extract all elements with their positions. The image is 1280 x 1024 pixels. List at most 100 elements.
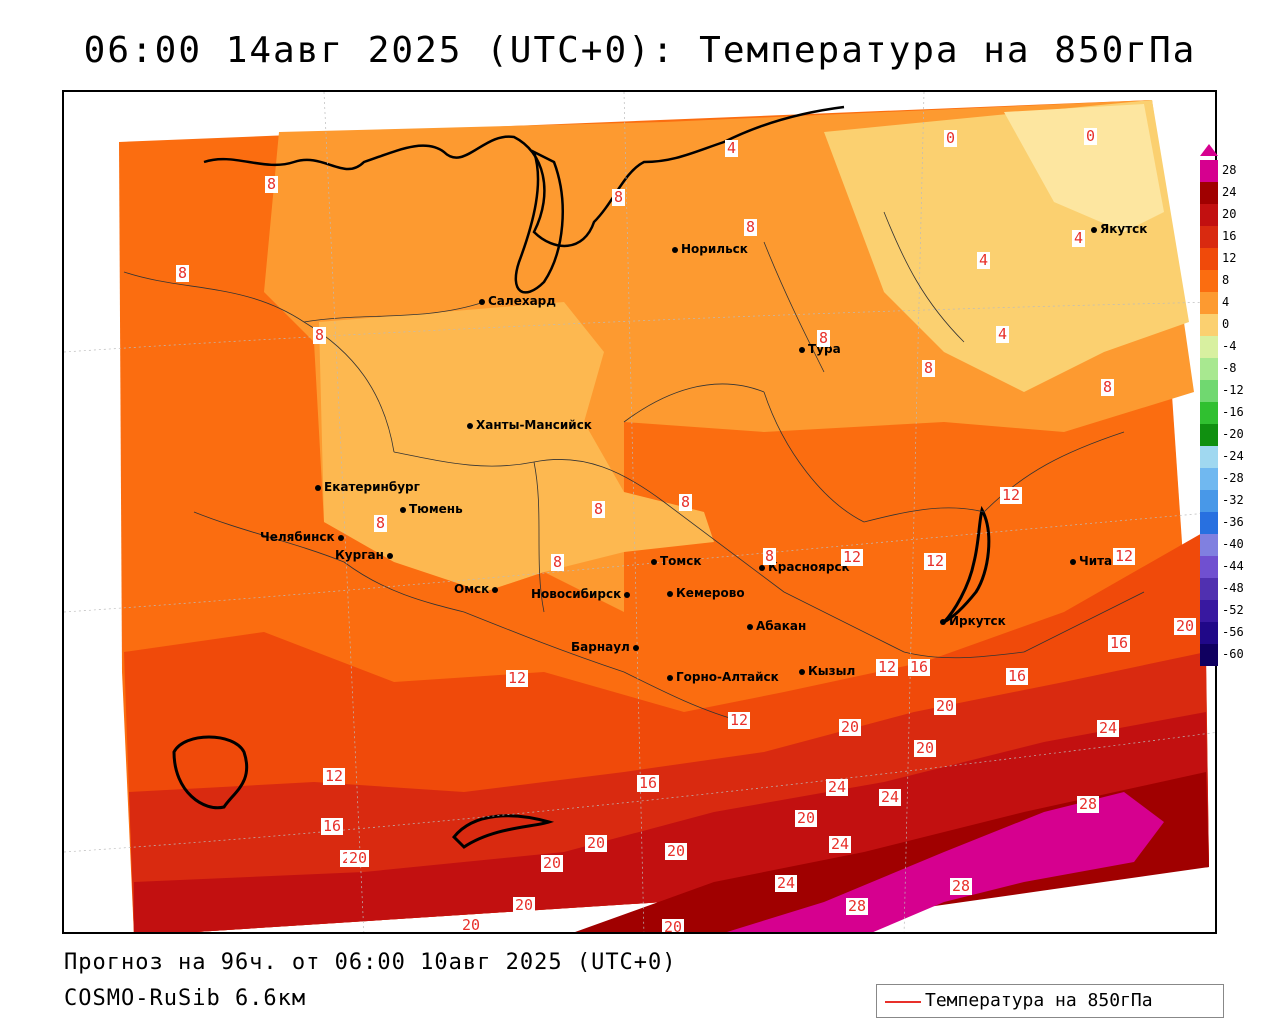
city-omsk: Омск xyxy=(454,582,501,596)
colorbar-segment xyxy=(1200,556,1218,578)
contour-label: 20 xyxy=(662,918,685,934)
contour-label: 12 xyxy=(841,548,864,566)
city-marker-icon xyxy=(467,422,473,429)
contour-label: 12 xyxy=(1000,486,1023,504)
colorbar-tick-label: -56 xyxy=(1222,625,1244,639)
model-info: COSMO-RuSib 6.6км xyxy=(64,986,307,1011)
colorbar xyxy=(1200,160,1218,666)
colorbar-top-arrow-icon xyxy=(1200,144,1218,156)
contour-label: 20 xyxy=(1174,617,1197,635)
temperature-map[interactable]: Норильск Салехард Якутск Тура Ханты-Манс… xyxy=(62,90,1217,934)
temp-zone-4-8-west xyxy=(319,302,714,592)
contour-label: 20 xyxy=(513,896,536,914)
colorbar-segment xyxy=(1200,314,1218,336)
contour-label: 28 xyxy=(846,897,869,915)
city-marker-icon xyxy=(386,552,393,559)
city-krasnoyarsk: Красноярск xyxy=(759,560,850,574)
contour-label: 20 xyxy=(665,842,688,860)
contour-label: 12 xyxy=(323,767,346,785)
contour-label: 0 xyxy=(1084,127,1098,145)
city-marker-icon xyxy=(667,674,673,681)
city-abakan: Абакан xyxy=(747,619,806,633)
contour-label: 8 xyxy=(374,514,388,532)
city-marker-icon xyxy=(759,564,765,571)
contour-label: 8 xyxy=(551,553,565,571)
city-khanty-mansiysk: Ханты-Мансийск xyxy=(467,418,592,432)
arctic-coastline xyxy=(203,105,845,248)
city-tura: Тура xyxy=(799,342,841,356)
contour-label: 20 xyxy=(585,834,608,852)
contour-label: 20 xyxy=(839,718,862,736)
contour-label: 12 xyxy=(728,711,751,729)
map-title: 06:00 14авг 2025 (UTC+0): Температура на… xyxy=(83,30,1197,71)
colorbar-segment xyxy=(1200,160,1218,182)
colorbar-segment xyxy=(1200,380,1218,402)
contour-label: 12 xyxy=(924,552,947,570)
colorbar-segment xyxy=(1200,226,1218,248)
city-marker-icon xyxy=(400,506,406,513)
contour-label: 12 xyxy=(876,658,899,676)
city-salekhard: Салехард xyxy=(479,294,556,308)
city-marker-icon xyxy=(799,346,805,353)
balkhash-outline xyxy=(451,814,555,849)
colorbar-tick-label: -28 xyxy=(1222,471,1244,485)
colorbar-segment xyxy=(1200,622,1218,644)
city-gorno-altaysk: Горно-Алтайск xyxy=(667,670,779,684)
line-legend: Температура на 850гПа xyxy=(876,984,1224,1018)
contour-label: 8 xyxy=(612,188,626,206)
city-marker-icon xyxy=(651,558,657,565)
city-novosibirsk: Новосибирск xyxy=(531,587,633,601)
colorbar-tick-label: -48 xyxy=(1222,581,1244,595)
colorbar-segment xyxy=(1200,248,1218,270)
city-irkutsk: Иркутск xyxy=(940,614,1006,628)
colorbar-segment xyxy=(1200,292,1218,314)
colorbar-segment xyxy=(1200,644,1218,666)
forecast-info: Прогноз на 96ч. от 06:00 10авг 2025 (UTC… xyxy=(64,950,677,975)
map-canvas xyxy=(64,92,1215,932)
city-barnaul: Барнаул xyxy=(571,640,642,654)
contour-label: 12 xyxy=(1113,547,1136,565)
city-tomsk: Томск xyxy=(651,554,702,568)
colorbar-tick-label: -4 xyxy=(1222,339,1237,353)
city-marker-icon xyxy=(799,668,805,675)
city-marker-icon xyxy=(337,534,344,541)
contour-label: 8 xyxy=(817,329,831,347)
city-marker-icon xyxy=(1091,226,1097,233)
contour-label: 8 xyxy=(763,547,777,565)
yamal-peninsula xyxy=(514,149,564,294)
contour-label: 8 xyxy=(313,326,327,344)
colorbar-tick-label: -24 xyxy=(1222,449,1244,463)
contour-label: 28 xyxy=(1077,795,1100,813)
colorbar-tick-label: -12 xyxy=(1222,383,1244,397)
city-kurgan: Курган xyxy=(335,548,396,562)
colorbar-tick-label: -32 xyxy=(1222,493,1244,507)
colorbar-segment xyxy=(1200,182,1218,204)
city-norilsk: Норильск xyxy=(672,242,748,256)
contour-label: 28 xyxy=(950,877,973,895)
contour-label: 12 xyxy=(506,669,529,687)
city-marker-icon xyxy=(492,586,499,593)
city-chelyabinsk: Челябинск xyxy=(260,530,347,544)
contour-label: 20 xyxy=(914,739,937,757)
colorbar-tick-label: -8 xyxy=(1222,361,1237,375)
contour-label: 8 xyxy=(922,359,936,377)
contour-label: 8 xyxy=(1101,378,1115,396)
region-borders xyxy=(123,211,1145,723)
contour-label: 8 xyxy=(176,264,190,282)
colorbar-segment xyxy=(1200,402,1218,424)
graticule xyxy=(64,92,1215,932)
contour-label: 16 xyxy=(321,817,344,835)
colorbar-tick-label: -16 xyxy=(1222,405,1244,419)
colorbar-segment xyxy=(1200,490,1218,512)
colorbar-segment xyxy=(1200,468,1218,490)
city-kyzyl: Кызыл xyxy=(799,664,855,678)
city-tyumen: Тюмень xyxy=(400,502,463,516)
colorbar-segment xyxy=(1200,600,1218,622)
contour-label: 16 xyxy=(637,774,660,792)
colorbar-tick-label: -52 xyxy=(1222,603,1244,617)
colorbar-segment xyxy=(1200,424,1218,446)
city-marker-icon xyxy=(940,618,946,625)
colorbar-segment xyxy=(1200,270,1218,292)
contour-label: 20 xyxy=(934,697,957,715)
colorbar-tick-label: -36 xyxy=(1222,515,1244,529)
